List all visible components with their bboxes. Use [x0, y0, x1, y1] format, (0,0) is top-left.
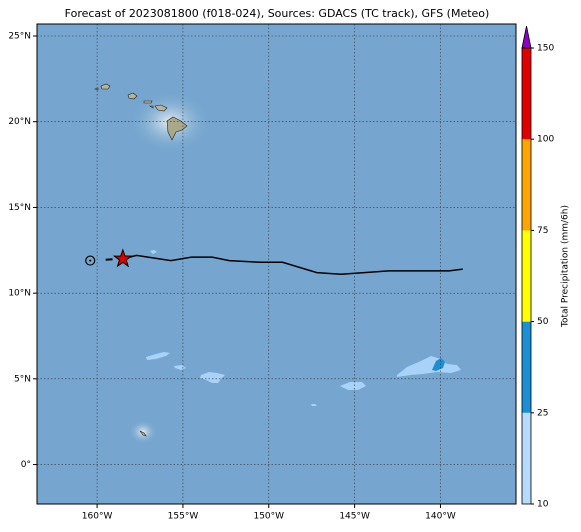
colorbar-tick-label: 50: [537, 317, 549, 327]
colorbar-tick-label: 100: [537, 135, 554, 145]
initial-position: [85, 255, 96, 266]
axes: 160°W 155°W 150°W 145°W 140°W 0° 5°N 10°N 15°N 20…: [8, 32, 456, 522]
title: Forecast of 2023081800 (f018-024), Sourc…: [65, 7, 490, 20]
ocean: [37, 24, 516, 504]
y-tick-label: 10°N: [8, 289, 31, 299]
colorbar-frame: [521, 47, 532, 505]
precipitation: [146, 250, 461, 406]
y-tick-label: 15°N: [8, 203, 31, 213]
x-tick-label: 155°W: [168, 512, 199, 522]
colorbar-extension: [521, 25, 532, 49]
colorbar: 10 25 50 75 100 150 Total Precipitation (mm/6h…: [521, 25, 571, 510]
gridlines: [37, 24, 516, 504]
x-tick-label: 140°W: [425, 512, 456, 522]
initial-position-dot: [89, 259, 92, 262]
x-tick-label: 145°W: [339, 512, 370, 522]
track-layer: [85, 248, 463, 276]
colorbar-tick-label: 25: [537, 408, 548, 418]
forecast-track: [122, 254, 463, 276]
colorbar-segment: [522, 321, 531, 413]
past-track: [105, 258, 113, 261]
precipitation-heavy: [432, 358, 445, 371]
storm-position: [112, 248, 133, 268]
map-frame: [36, 23, 517, 505]
colorbar-segment: [522, 230, 531, 322]
islands: [94, 83, 188, 437]
y-tick-label: 0°: [21, 460, 31, 470]
x-tick-label: 160°W: [82, 512, 113, 522]
colorbar-tick-label: 150: [537, 44, 554, 54]
colorbar-segment: [522, 139, 531, 231]
map-area: [37, 24, 516, 504]
y-tick-label: 20°N: [8, 117, 31, 127]
colorbar-segment: [522, 48, 531, 140]
colorbar-segment: [522, 412, 531, 504]
x-tick-label: 150°W: [253, 512, 284, 522]
terrain-glow: [129, 420, 157, 444]
y-tick-label: 5°N: [14, 374, 31, 384]
y-tick-label: 25°N: [8, 32, 31, 42]
colorbar-tick-label: 75: [537, 226, 548, 236]
colorbar-label: Total Precipitation (mm/6h): [561, 205, 571, 328]
colorbar-tick-label: 10: [537, 500, 549, 510]
